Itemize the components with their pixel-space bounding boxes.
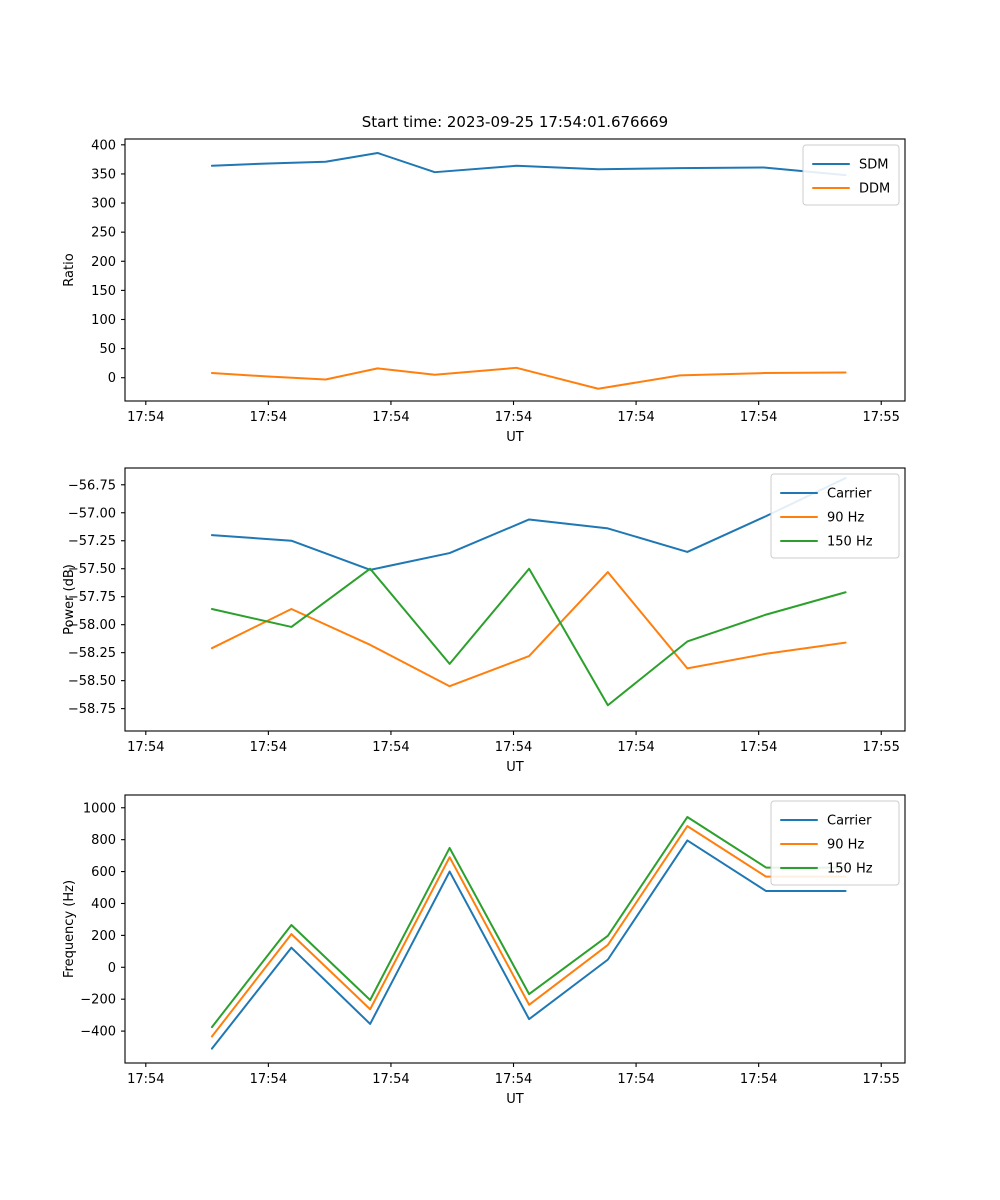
panel-ratio: Start time: 2023-09-25 17:54:01.676669 0 5… xyxy=(62,113,906,445)
y-tick-label: 400 xyxy=(91,897,116,912)
legend-box xyxy=(770,473,900,559)
y-tick-label: 0 xyxy=(108,371,116,386)
y-tick-label: −400 xyxy=(80,1025,116,1040)
y-tick-label: −58.25 xyxy=(68,646,116,661)
legend-label-ddm: DDM xyxy=(859,182,890,197)
x-tick-label: 17:54 xyxy=(250,1072,287,1087)
y-tick-label: −58.50 xyxy=(68,674,116,689)
y-tick-label: 400 xyxy=(91,138,116,153)
panel-frequency: −400 −200 0 200 400 600 800 1000 17:54 17:54 17:54… xyxy=(62,794,906,1107)
x-axis-label: UT xyxy=(506,1092,524,1107)
y-tick-label: 800 xyxy=(91,833,116,848)
x-tick-label: 17:54 xyxy=(617,410,654,425)
plot-frame xyxy=(124,138,906,402)
y-tick-label: 0 xyxy=(108,961,116,976)
legend-label-sdm: SDM xyxy=(859,158,888,173)
y-tick-label: −58.00 xyxy=(68,618,116,633)
legend: SDM DDM xyxy=(802,144,900,206)
series-line-150-hz xyxy=(210,567,847,707)
legend-label-carrier: Carrier xyxy=(827,814,872,829)
series-line-sdm xyxy=(210,151,847,177)
x-tick-label: 17:55 xyxy=(862,740,899,755)
x-tick-label: 17:54 xyxy=(617,1072,654,1087)
series-line-90-hz xyxy=(210,825,847,1038)
y-tick-label: −58.75 xyxy=(68,702,116,717)
x-tick-label: 17:55 xyxy=(862,410,899,425)
panel-power: −56.75 −57.00 −57.25 −57.50 −57.75 −58.00 −58.… xyxy=(62,467,906,775)
y-tick-label: 1000 xyxy=(83,801,116,816)
legend-label-90-hz: 90 Hz xyxy=(827,511,864,526)
x-tick-label: 17:54 xyxy=(250,740,287,755)
x-tick-label: 17:54 xyxy=(495,740,532,755)
y-tick-label: 200 xyxy=(91,255,116,270)
x-tick-label: 17:54 xyxy=(617,740,654,755)
plot-frame xyxy=(124,794,906,1064)
x-tick-label: 17:54 xyxy=(127,410,164,425)
x-tick-label: 17:54 xyxy=(372,410,409,425)
legend-label-carrier: Carrier xyxy=(827,487,872,502)
y-tick-label: 600 xyxy=(91,865,116,880)
y-tick-label: 200 xyxy=(91,929,116,944)
y-tick-label: −57.50 xyxy=(68,562,116,577)
y-tick-label: 300 xyxy=(91,197,116,212)
x-tick-label: 17:54 xyxy=(740,1072,777,1087)
series-line-carrier xyxy=(210,477,847,571)
plot-frame xyxy=(124,467,906,732)
y-tick-label: −200 xyxy=(80,993,116,1008)
x-tick-label: 17:54 xyxy=(250,410,287,425)
x-tick-label: 17:54 xyxy=(372,740,409,755)
y-axis-label: Power (dB) xyxy=(62,564,77,635)
y-tick-label: −57.75 xyxy=(68,590,116,605)
legend-label-150-hz: 150 Hz xyxy=(827,535,873,550)
plot-title: Start time: 2023-09-25 17:54:01.676669 xyxy=(362,113,668,131)
y-tick-label: −57.00 xyxy=(68,506,116,521)
y-tick-label: 350 xyxy=(91,167,116,182)
series-line-carrier xyxy=(210,839,847,1050)
y-tick-label: −56.75 xyxy=(68,478,116,493)
legend-box xyxy=(770,800,900,886)
series-line-ddm xyxy=(210,366,847,390)
y-tick-label: 50 xyxy=(99,342,116,357)
x-tick-label: 17:54 xyxy=(127,1072,164,1087)
x-tick-label: 17:54 xyxy=(372,1072,409,1087)
series-line-150-hz xyxy=(210,816,847,1029)
x-tick-label: 17:54 xyxy=(127,740,164,755)
y-tick-label: 100 xyxy=(91,313,116,328)
y-axis-label: Ratio xyxy=(62,253,77,286)
y-tick-label: 150 xyxy=(91,284,116,299)
x-axis-label: UT xyxy=(506,760,524,775)
series-line-90-hz xyxy=(210,571,847,688)
x-tick-label: 17:54 xyxy=(495,1072,532,1087)
x-tick-label: 17:54 xyxy=(740,410,777,425)
legend: Carrier 90 Hz 150 Hz xyxy=(770,473,900,559)
x-tick-label: 17:55 xyxy=(862,1072,899,1087)
x-tick-label: 17:54 xyxy=(740,740,777,755)
y-tick-label: 250 xyxy=(91,226,116,241)
legend-label-90-hz: 90 Hz xyxy=(827,838,864,853)
legend-box xyxy=(802,144,900,206)
legend: Carrier 90 Hz 150 Hz xyxy=(770,800,900,886)
x-tick-label: 17:54 xyxy=(495,410,532,425)
y-tick-label: −57.25 xyxy=(68,534,116,549)
y-axis-label: Frequency (Hz) xyxy=(62,880,77,978)
x-axis-label: UT xyxy=(506,430,524,445)
legend-label-150-hz: 150 Hz xyxy=(827,862,873,877)
